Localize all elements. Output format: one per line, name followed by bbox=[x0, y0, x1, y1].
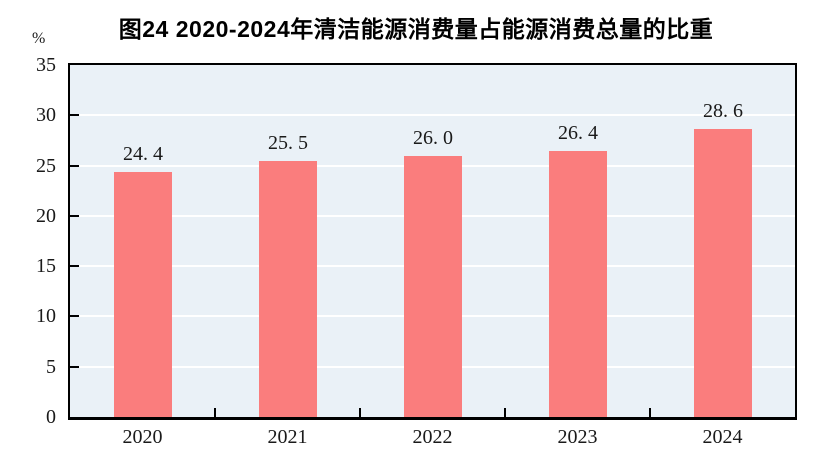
x-axis-tick bbox=[214, 408, 216, 417]
x-tick-label: 2020 bbox=[122, 426, 163, 448]
y-axis-tick bbox=[70, 265, 79, 268]
bar-value-label: 25. 5 bbox=[268, 132, 308, 154]
y-axis-tick bbox=[70, 114, 79, 117]
y-axis-tick bbox=[70, 315, 79, 318]
y-axis-tick bbox=[70, 214, 79, 217]
x-axis-tick bbox=[504, 408, 506, 417]
bar-value-label: 28. 6 bbox=[703, 100, 743, 122]
bar-value-label: 24. 4 bbox=[123, 143, 163, 165]
bar-2020 bbox=[114, 172, 172, 417]
x-tick-label: 2023 bbox=[557, 426, 598, 448]
gridline bbox=[70, 114, 795, 117]
x-axis-tick bbox=[649, 408, 651, 417]
y-tick-label: 10 bbox=[36, 305, 56, 327]
y-tick-label: 30 bbox=[36, 104, 56, 126]
y-tick-label: 35 bbox=[36, 54, 56, 76]
y-axis-tick bbox=[70, 164, 79, 167]
y-tick-label: 20 bbox=[36, 205, 56, 227]
y-tick-label: 5 bbox=[46, 356, 56, 378]
x-tick-label: 2021 bbox=[267, 426, 308, 448]
x-axis-tick bbox=[359, 408, 361, 417]
bar-2024 bbox=[694, 129, 752, 417]
x-axis: 2020 2021 2022 2023 2024 bbox=[70, 426, 795, 454]
y-tick-label: 15 bbox=[36, 255, 56, 277]
bar-2021 bbox=[259, 161, 317, 417]
y-tick-label: 25 bbox=[36, 155, 56, 177]
bar-2023 bbox=[549, 151, 607, 417]
plot-area: 24. 4 25. 5 26. 0 26. 4 28. 6 bbox=[68, 63, 797, 420]
y-axis-tick bbox=[70, 365, 79, 368]
bar-value-label: 26. 0 bbox=[413, 127, 453, 149]
chart-title: 图24 2020-2024年清洁能源消费量占能源消费总量的比重 bbox=[118, 16, 714, 42]
bar-2022 bbox=[404, 156, 462, 417]
bar-value-label: 26. 4 bbox=[558, 122, 598, 144]
x-tick-label: 2022 bbox=[412, 426, 453, 448]
x-tick-label: 2024 bbox=[702, 426, 743, 448]
y-axis-unit-label: % bbox=[32, 30, 46, 47]
y-tick-label: 0 bbox=[46, 406, 56, 428]
